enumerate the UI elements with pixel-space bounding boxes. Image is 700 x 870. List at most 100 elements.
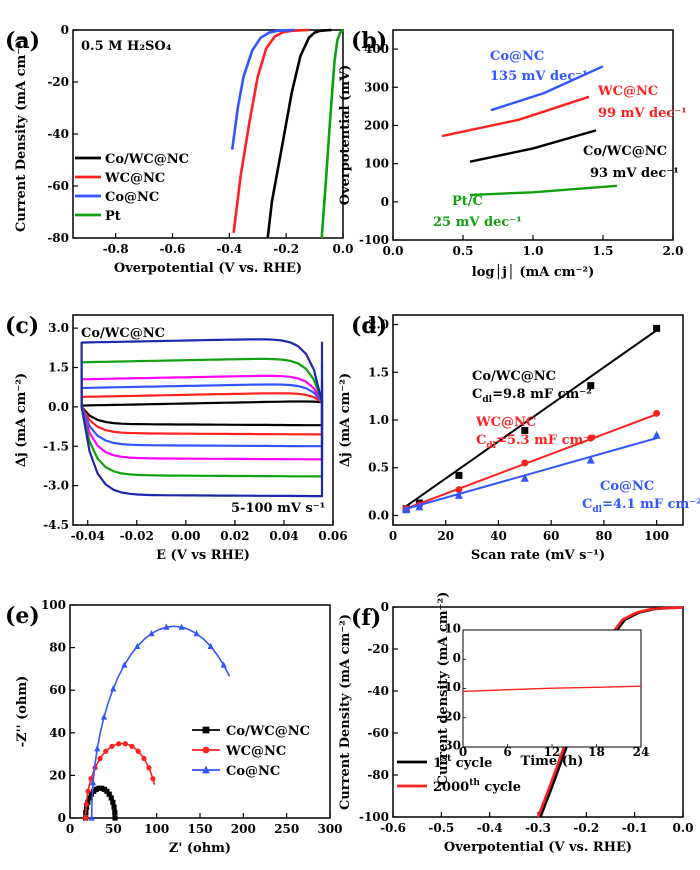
panel-d-xtick-label: 0: [389, 529, 397, 543]
panel-b-xtick-label: 1.5: [593, 244, 614, 258]
panel-b-ytick-label: 300: [364, 80, 389, 94]
panel-f-legend-label-rest: cycle: [480, 780, 521, 795]
panel-e-point: [122, 741, 128, 747]
panel-e-point: [88, 791, 95, 797]
panel-d-ytick-label: 2.0: [368, 318, 389, 332]
panel-a-series-3: [320, 29, 344, 239]
panel-b-series-name: Co@NC: [490, 49, 544, 64]
panel-e-point: [129, 743, 135, 749]
panel-d-series-name: Co/WC@NC: [472, 369, 556, 384]
panel-d-point: [652, 430, 661, 439]
panel-c-xtick-label: -0.02: [120, 529, 154, 543]
panel-e-point: [88, 814, 95, 821]
panel-f-legend-label-script: st: [442, 754, 452, 764]
panel-d-xtick-label: 80: [596, 529, 613, 543]
panel-f-inset-xtick-label: 18: [588, 745, 605, 759]
panel-d-axes: 0 20 40 60 80 100 0.0 0.5 1.0 1.5 2.0 Scan rate (mV…: [338, 313, 700, 563]
panel-d-point: [653, 409, 661, 417]
panel-e-point: [103, 748, 109, 754]
panel-e-point: [108, 795, 114, 801]
panel-e-xtick-label: 0: [66, 822, 74, 836]
panel-e-point: [104, 788, 110, 794]
panel-e-legend-marker: [202, 765, 210, 774]
panel-f-inset-ytick-label: 10: [444, 622, 461, 636]
panel-d-cdl-label: Cdl=5.3 mF cm⁻²: [476, 433, 596, 451]
panel-f-inset-ytick-label: -30: [439, 739, 461, 753]
panel-a-xtick-label: -0.4: [216, 242, 242, 256]
panel-d-point: [415, 502, 424, 511]
panel-f-ytick-label: -100: [359, 810, 389, 824]
panel-e-point: [112, 809, 118, 816]
panel-c-xlabel: E (V vs RHE): [156, 548, 250, 563]
panel-b-xtick-label: 1.0: [523, 244, 544, 258]
panel-d-cdl-label-script: dl: [592, 505, 602, 515]
panel-a-annotation: 0.5 M H₂SO₄: [81, 39, 172, 54]
panel-e-legend-label: Co@NC: [226, 764, 280, 779]
panel-d-cdl-label-rest: =5.3 mF cm⁻²: [496, 433, 596, 448]
panel-f-legend-label-base: 2000: [433, 780, 469, 795]
panel-d-ytick-label: 0.5: [368, 461, 389, 475]
panel-f-ytick-label: -40: [367, 684, 389, 698]
panel-b-ytick-label: 400: [364, 42, 389, 56]
panel-e-point: [83, 801, 89, 807]
panel-e-ytick-label: 60: [49, 683, 66, 697]
panel-e-point: [99, 785, 105, 791]
panel-d-ytick-label: 1.5: [368, 365, 389, 379]
panel-e-point: [89, 779, 97, 786]
panel-e-point: [83, 815, 89, 821]
panel-b-ytick-label: 200: [364, 118, 389, 132]
panel-c-ylabel: Δj (mA cm⁻²): [14, 373, 29, 467]
panel-e-ytick-label: 100: [41, 598, 66, 612]
panel-d-cdl-label-base: C: [582, 497, 592, 512]
panel-f-inset-xtick-label: 6: [503, 745, 511, 759]
panel-e-ytick-label: 80: [49, 641, 66, 655]
panel-f-inset-ytick-label: -10: [439, 680, 461, 694]
panel-a-series-0: [266, 28, 332, 239]
panel-d-point: [587, 382, 595, 390]
panel-f-inset-ytick-label: 0: [453, 651, 461, 665]
panel-f-ytick-label: -20: [367, 642, 389, 656]
panel-d-point: [402, 505, 411, 514]
panel-e-point: [106, 791, 112, 797]
panel-d-fit-1: [405, 413, 657, 510]
panel-e-point: [141, 755, 147, 762]
panel-a-xtick-label: -0.8: [103, 242, 129, 256]
panel-d-cdl-label-rest: =9.8 mF cm⁻²: [492, 387, 592, 402]
panel-b-slope-label: 25 mV dec⁻¹: [433, 215, 522, 230]
panel-f-xtick-label: -0.3: [525, 821, 551, 835]
panel-a-xtick-label: -0.6: [160, 242, 186, 256]
panel-c-range-label: 5-100 mV s⁻¹: [231, 501, 325, 516]
panel-e-point: [207, 642, 214, 649]
panel-b-xtick-label: 2.0: [663, 244, 684, 258]
panel-d-point: [587, 434, 595, 442]
panel-a-ytick-label: -80: [47, 231, 69, 245]
panel-b-series-name: Co/WC@NC: [583, 144, 667, 159]
panel-a-series-2: [230, 28, 295, 150]
panel-e-point: [193, 630, 200, 637]
panel-e-ytick-label: 40: [49, 726, 66, 740]
panel-e-point: [85, 788, 91, 794]
panel-a-legend-label: Co/WC@NC: [105, 152, 189, 167]
panel-f-inset-xlabel: Time (h): [521, 754, 584, 769]
panel-a-axes: -0.8 -0.6 -0.4 -0.2 0.0 0 -20 -40 -60 -80 Overpote…: [5, 23, 353, 276]
panel-d-point: [454, 490, 463, 499]
panel-d-fit-0: [405, 329, 658, 508]
panel-e-point: [220, 661, 227, 668]
panel-e-point: [148, 630, 155, 637]
panel-e-ytick-label: 20: [49, 768, 66, 782]
panel-c-ytick-label: -1.5: [43, 439, 69, 453]
panel-d-ytick-label: 1.0: [368, 413, 389, 427]
panel-f-ytick-label: 0: [381, 600, 389, 614]
panel-e-point: [116, 741, 122, 747]
panel-e-xtick-label: 150: [187, 822, 212, 836]
panel-e-point: [134, 642, 141, 649]
panel-d-panel-label: (d): [351, 313, 387, 339]
panel-e-point: [100, 713, 108, 720]
panel-f-legend-label-rest: cycle: [451, 756, 492, 771]
panel-a-series-1: [232, 28, 309, 233]
panel-b-ytick-label: -100: [359, 233, 389, 247]
panel-d-cdl-label-script: dl: [482, 395, 492, 405]
panel-a-xtick-label: -0.2: [273, 242, 299, 256]
panel-d-xtick-label: 60: [543, 529, 560, 543]
panel-e-point: [109, 743, 115, 749]
